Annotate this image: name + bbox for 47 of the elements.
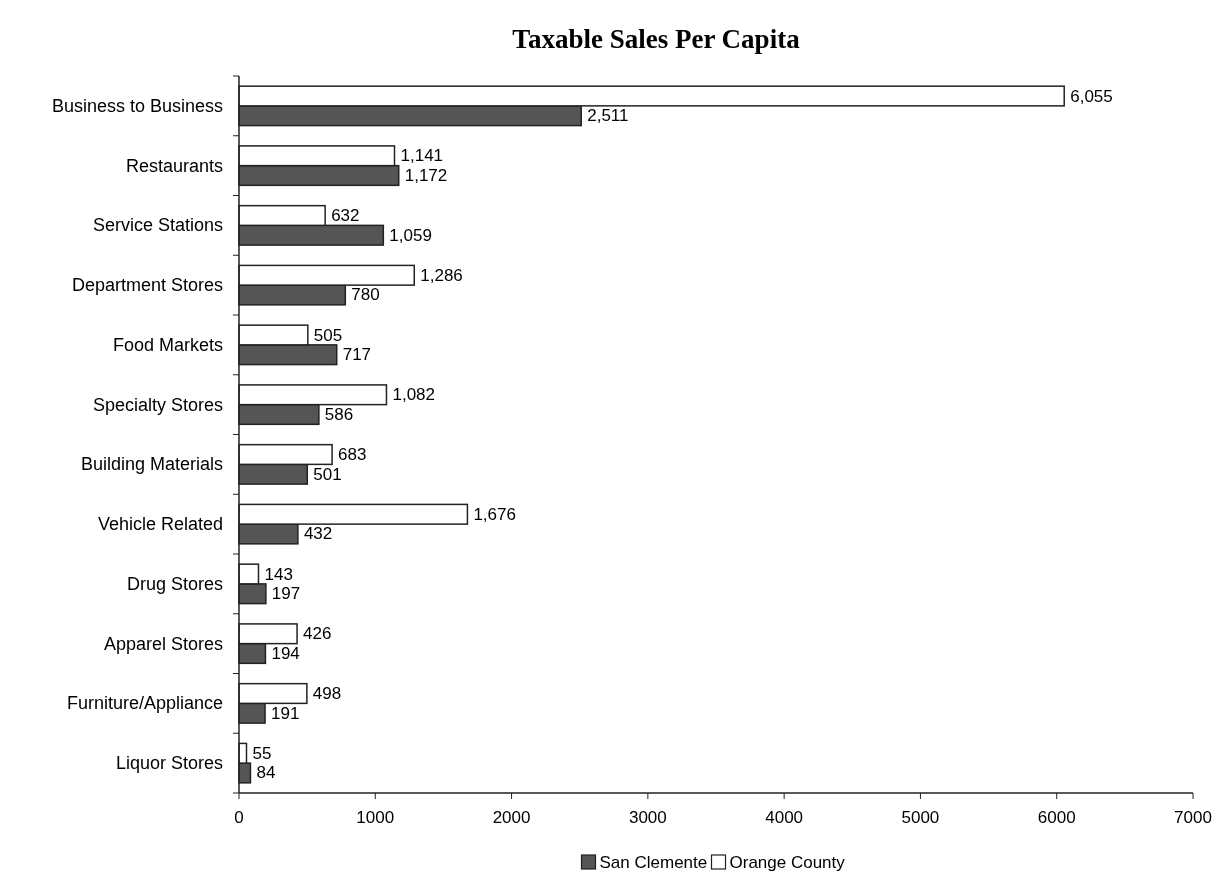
data-label: 194 xyxy=(271,643,300,663)
x-tick-label: 2000 xyxy=(492,808,531,827)
x-tick-label: 1000 xyxy=(356,808,395,827)
data-label: 143 xyxy=(264,564,293,584)
y-tick-label: Drug Stores xyxy=(126,573,223,594)
data-label: 683 xyxy=(338,445,367,465)
data-label: 55 xyxy=(252,743,272,763)
data-label: 1,082 xyxy=(392,385,436,405)
x-tick-label: 4000 xyxy=(765,808,804,827)
x-tick-label: 7000 xyxy=(1174,808,1212,827)
data-label: 586 xyxy=(324,404,354,424)
data-label: 426 xyxy=(303,624,332,644)
y-tick-label: Apparel Stores xyxy=(103,633,223,654)
x-tick-label: 3000 xyxy=(628,808,667,827)
data-label: 84 xyxy=(256,763,276,783)
legend-label: San Clemente xyxy=(599,853,708,872)
y-tick-label: Building Materials xyxy=(80,454,223,475)
data-label: 191 xyxy=(271,703,300,723)
data-label: 197 xyxy=(271,584,301,604)
y-tick-label: Restaurants xyxy=(125,155,223,176)
data-label: 1,059 xyxy=(389,225,432,245)
data-label: 1,676 xyxy=(473,504,516,524)
y-tick-label: Liquor Stores xyxy=(115,753,223,774)
data-label: 498 xyxy=(312,684,342,704)
data-label: 780 xyxy=(351,285,380,305)
data-label: 632 xyxy=(331,206,360,226)
data-label: 1,141 xyxy=(400,146,444,166)
data-label: 6,055 xyxy=(1070,86,1113,106)
y-tick-label: Department Stores xyxy=(71,275,223,296)
data-label: 501 xyxy=(313,464,342,484)
chart-title: Taxable Sales Per Capita xyxy=(512,24,801,54)
y-tick-label: Furniture/Appliance xyxy=(66,693,223,714)
y-tick-label: Service Stations xyxy=(92,215,223,236)
data-label: 505 xyxy=(313,325,343,345)
y-tick-label: Food Markets xyxy=(112,334,223,355)
y-tick-label: Vehicle Related xyxy=(97,514,223,535)
data-label: 2,511 xyxy=(587,106,629,126)
data-label: 717 xyxy=(342,345,372,365)
x-tick-label: 6000 xyxy=(1037,808,1076,827)
data-label: 1,172 xyxy=(404,165,448,185)
x-tick-label: 5000 xyxy=(901,808,940,827)
data-label: 1,286 xyxy=(420,265,463,285)
data-label: 432 xyxy=(303,524,333,544)
y-tick-label: Specialty Stores xyxy=(92,394,223,415)
legend-label: Orange County xyxy=(729,853,846,872)
y-tick-label: Business to Business xyxy=(51,95,223,116)
x-tick-label: 0 xyxy=(234,808,244,827)
